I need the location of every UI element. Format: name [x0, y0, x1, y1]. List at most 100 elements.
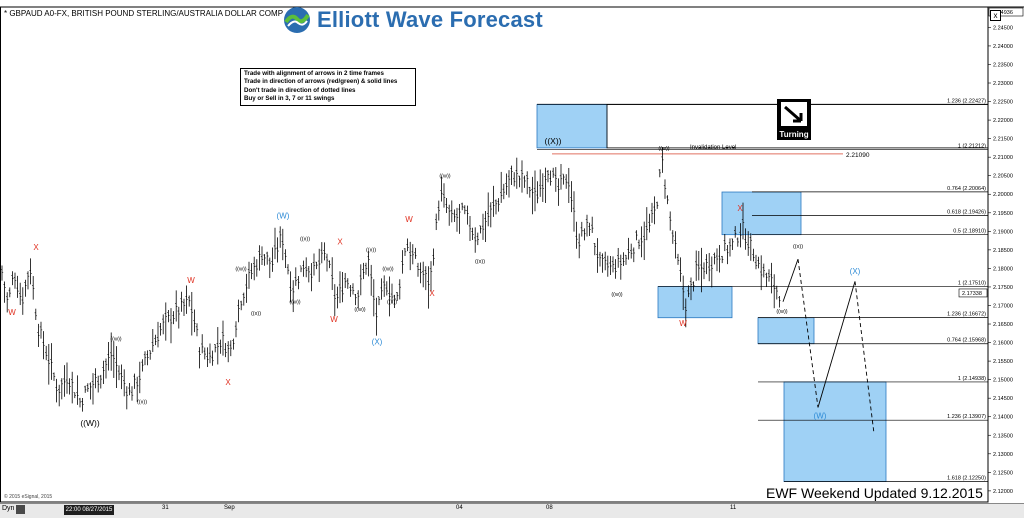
y-tick-label: 2.21500 [993, 137, 1013, 143]
wave-label: ((w)) [110, 337, 121, 343]
price-bar [695, 250, 698, 281]
y-tick-label: 2.12500 [993, 470, 1013, 476]
price-bar [630, 243, 633, 259]
price-bar [245, 273, 248, 303]
price-bar [190, 291, 193, 336]
price-bar [403, 248, 407, 256]
price-bar [736, 237, 739, 247]
last-price-label: 2.24936 [993, 10, 1013, 16]
price-bar [305, 257, 308, 278]
price-bar [185, 285, 188, 314]
price-bar [138, 361, 141, 394]
chart-frame [0, 6, 1024, 503]
price-bar [526, 171, 529, 195]
price-bar [689, 277, 693, 301]
wave-label: ((w)) [611, 292, 622, 298]
price-bar [297, 275, 300, 290]
dyn-toggle-button[interactable] [16, 505, 25, 514]
y-tick-label: 2.19000 [993, 229, 1013, 235]
price-bar [315, 261, 318, 270]
price-bar [312, 253, 316, 276]
price-bar [354, 293, 357, 306]
price-bar [156, 321, 160, 348]
price-bar [713, 252, 716, 265]
price-bar [237, 299, 240, 323]
y-tick-label: 2.18000 [993, 266, 1013, 272]
price-bar [13, 272, 17, 289]
price-bar [65, 362, 69, 394]
price-bar [617, 247, 620, 268]
price-bar [336, 286, 339, 309]
price-bar [55, 378, 58, 403]
rule-line: Trade with alignment of arrows in 2 time… [244, 70, 384, 77]
y-tick-label: 2.21000 [993, 155, 1013, 161]
price-bar [273, 227, 277, 260]
price-bar [143, 351, 147, 366]
turning-arrow-icon [781, 102, 807, 126]
price-bar [16, 275, 19, 298]
price-bar [302, 260, 305, 277]
price-bar [520, 160, 524, 193]
updated-caption: EWF Weekend Updated 9.12.2015 [766, 485, 983, 501]
price-bar [619, 254, 622, 280]
price-bar [648, 213, 651, 233]
price-bar [734, 226, 737, 238]
price-bar [458, 204, 461, 234]
price-bar [162, 314, 165, 335]
price-bar [240, 300, 243, 311]
price-bar [396, 292, 399, 301]
time-axis-bar [0, 503, 1024, 518]
price-bar [523, 175, 526, 188]
price-bar [141, 359, 144, 372]
y-tick-label: 2.23000 [993, 81, 1013, 87]
price-bar [310, 262, 313, 292]
price-bar [201, 334, 204, 354]
price-bar [476, 232, 479, 246]
price-bar [676, 253, 680, 265]
last-price-box [988, 7, 1024, 17]
price-bar [754, 254, 758, 270]
price-bar [260, 246, 264, 265]
wave-label: W [679, 319, 687, 328]
price-bar [6, 292, 9, 313]
price-bar [393, 294, 396, 308]
price-bar [398, 279, 401, 300]
price-bar [94, 368, 97, 389]
price-bar [778, 295, 781, 308]
y-tick-label: 2.24500 [993, 25, 1013, 31]
price-bar [775, 285, 778, 300]
price-bar [224, 343, 227, 358]
instrument-title: * GBPAUD A0-FX, BRITISH POUND STERLING/A… [4, 9, 284, 18]
price-bar [294, 267, 297, 286]
price-bar [175, 290, 178, 322]
price-bar [182, 298, 186, 316]
wave-label: ((w)) [776, 309, 787, 315]
price-bar [136, 376, 139, 402]
current-price-box [958, 288, 988, 298]
price-bar [666, 195, 669, 205]
target-zones [536, 104, 989, 483]
price-bar [562, 173, 565, 185]
rule-line: Don't trade in direction of dotted lines [244, 86, 356, 94]
wave-label: (X) [850, 267, 861, 276]
price-bar [773, 274, 776, 309]
price-bar [409, 241, 412, 271]
y-tick-label: 2.16500 [993, 322, 1013, 328]
price-bar [624, 254, 628, 265]
price-bar [570, 181, 573, 213]
wave-label: ((w)) [235, 266, 246, 272]
wave-label: X [337, 237, 343, 246]
x-tick-label: 08 [546, 505, 553, 511]
price-bar [91, 373, 95, 405]
price-bar [669, 211, 672, 231]
x-tick-label: 31 [162, 505, 169, 511]
wave-label: W [330, 315, 338, 324]
price-bar [45, 345, 48, 361]
price-bar [518, 175, 521, 188]
price-bar [221, 320, 225, 356]
price-bar [609, 256, 612, 275]
date-range-selector[interactable]: 22:00 08/27/2015 [64, 505, 114, 515]
price-bar [468, 216, 472, 242]
price-bar [208, 343, 212, 364]
close-button[interactable]: x [990, 10, 1001, 21]
